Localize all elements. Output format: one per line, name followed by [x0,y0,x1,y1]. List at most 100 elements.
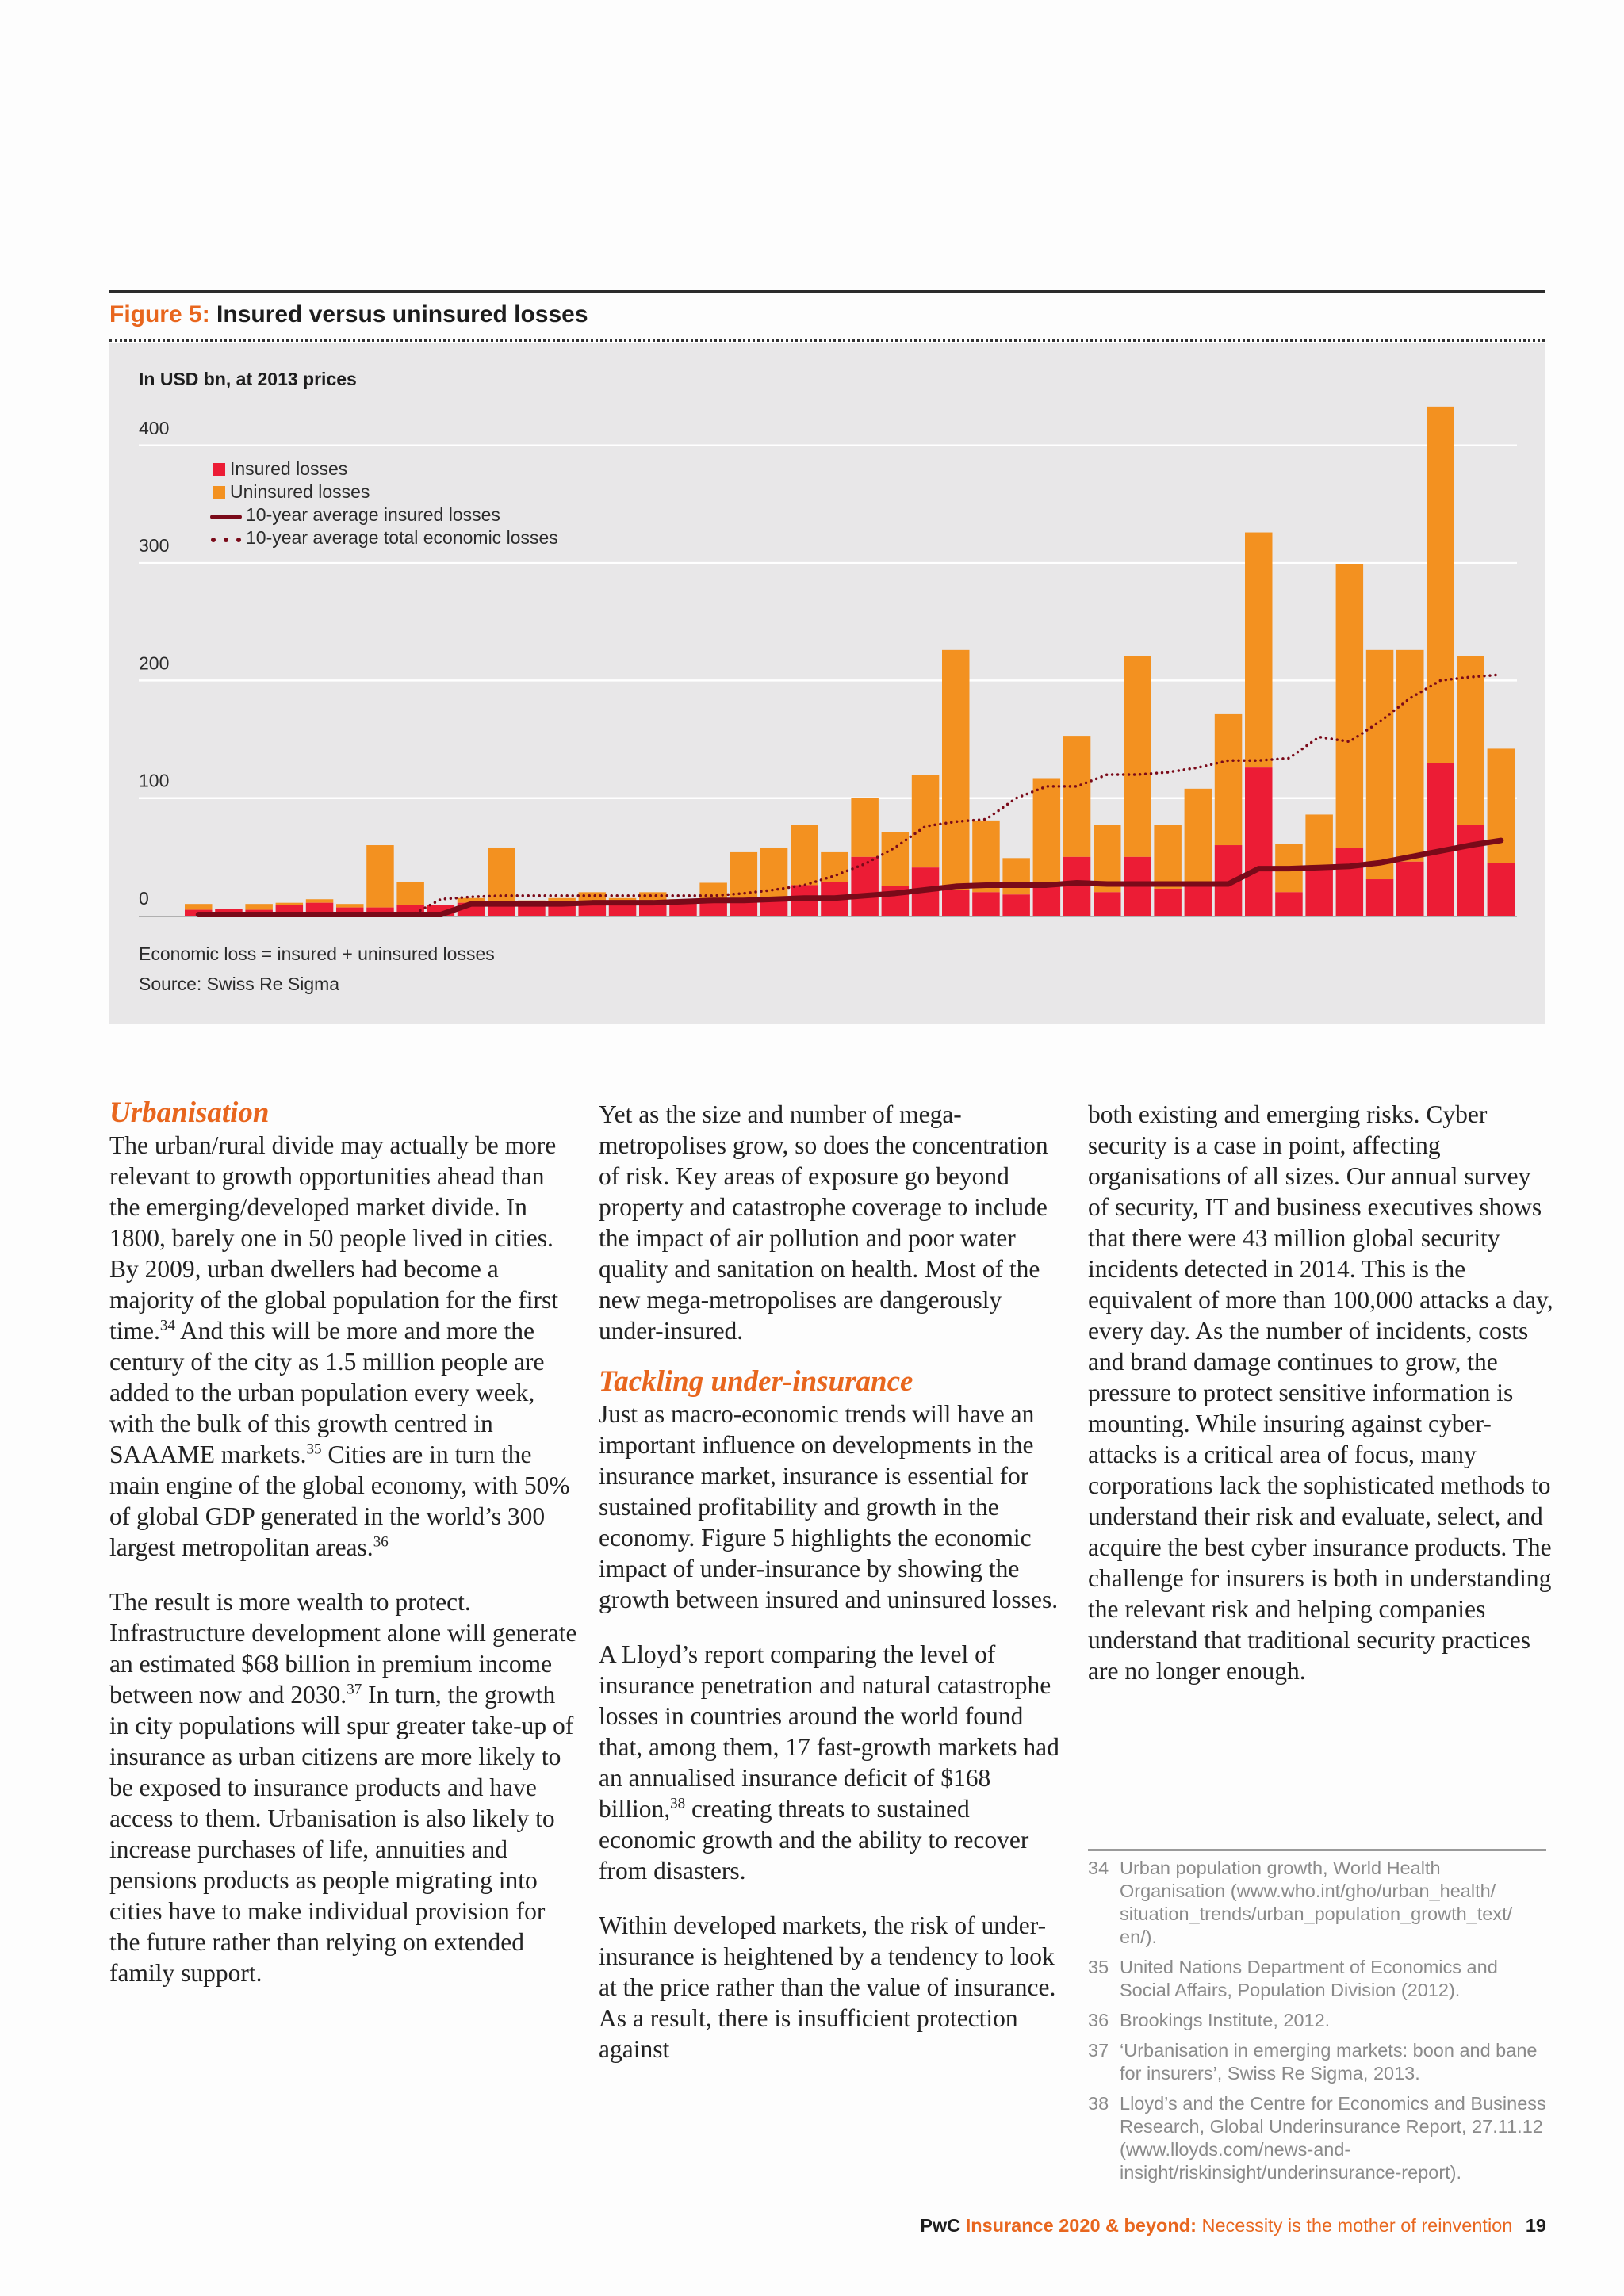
figure-number: Figure 5: [109,301,210,327]
bar-insured [1396,861,1424,916]
line-avg-total-losses [408,673,1503,917]
legend-avg-insured: 10-year average insured losses [246,504,500,525]
footnote: 35 United Nations Department of Economics… [1088,1956,1546,2002]
bar-insured [730,899,758,916]
text-column-3: both existing and emerging risks. Cyber … [1088,1099,1556,1710]
paragraph-text: Just as macro-economic trends will have … [599,1400,1059,1613]
footnote: 37 ‘Urbanisation in emerging markets: boo… [1088,2039,1546,2085]
paragraph: Yet as the size and number of mega-metro… [599,1099,1067,1346]
bar-uninsured [488,847,515,903]
footnote-number: 37 [1088,2040,1109,2061]
bar-uninsured [336,904,364,908]
bar-insured [1245,767,1273,916]
bar-uninsured [578,892,607,902]
bar-uninsured [791,825,818,886]
paragraph-text: And this will be more and more the centu… [109,1317,545,1468]
legend-uninsured: Uninsured losses [230,481,370,502]
bar-uninsured [1245,532,1273,768]
paragraph-text: creating threats to sustained economic g… [599,1795,1029,1885]
legend-insured: Insured losses [230,458,347,479]
bar-insured [1305,868,1333,916]
bar-uninsured [1124,656,1151,857]
bar-uninsured [760,847,788,898]
bar-uninsured [366,845,394,908]
legend-swatch-avg-total [211,538,241,542]
footnote-text: Urban population growth, World Health Or… [1120,1858,1513,1947]
paragraph: The urban/rural divide may actually be m… [109,1130,577,1563]
legend: Insured losses Uninsured losses 10-year … [210,458,558,548]
footnote-text: Lloyd’s and the Centre for Economics and… [1120,2093,1546,2183]
text-column-1: Urbanisation The urban/rural divide may … [109,1096,577,2012]
paragraph-text: The urban/rural divide may actually be m… [109,1131,559,1345]
bar-uninsured [548,897,576,903]
legend-swatch-insured [213,463,225,476]
footnote-ref: 36 [373,1533,389,1551]
bar-insured [1032,886,1061,916]
bar-insured [366,907,394,916]
footnote-ref: 37 [347,1681,362,1698]
bar-insured [1154,888,1182,916]
paragraph-text: A Lloyd’s report comparing the level of … [599,1640,1059,1823]
bar-uninsured [1063,736,1091,857]
gridlines: 0 100 200 300 400 [139,418,1517,917]
bar-insured [1457,825,1484,916]
legend-avg-total: 10-year average total economic losses [246,527,558,548]
bar-insured [1275,892,1303,916]
y-tick-label: 400 [139,418,169,438]
bar-uninsured [457,897,485,903]
bar-insured [336,907,364,916]
footnote-text: ‘Urbanisation in emerging markets: boon … [1120,2040,1538,2084]
footnote-number: 38 [1088,2093,1109,2114]
paragraph: Within developed markets, the risk of un… [599,1910,1067,2064]
section-heading-urbanisation: Urbanisation [109,1096,270,1129]
paragraph: A Lloyd’s report comparing the level of … [599,1639,1067,1886]
bar-uninsured [1396,649,1424,862]
chart-panel: In USD bn, at 2013 prices 0 100 200 300 400 … [109,343,1545,1024]
footer-title: Insurance 2020 & beyond: [965,2215,1197,2236]
footnote-text: Brookings Institute, 2012. [1120,2010,1331,2030]
average-lines [195,673,1504,918]
text-column-2: Yet as the size and number of mega-metro… [599,1099,1067,2088]
paragraph-text: Yet as the size and number of mega-metro… [599,1100,1048,1345]
bar-insured [760,897,788,916]
footnote: 34 Urban population growth, World Health … [1088,1857,1546,1949]
chart: In USD bn, at 2013 prices 0100200300400 … [139,369,1517,994]
bar-insured [1063,856,1091,916]
chart-unit-label: In USD bn, at 2013 prices [139,369,357,389]
bar-uninsured [275,902,304,905]
legend-swatch-uninsured [213,486,225,499]
bar-insured [1365,879,1394,916]
section-heading-tackling: Tackling under-insurance [599,1365,914,1398]
bar-uninsured [821,851,848,882]
page-number: 19 [1525,2215,1546,2236]
top-rule [109,290,1545,293]
paragraph-text: The result is more wealth to protect. In… [109,1588,577,1709]
figure-title: Figure 5: Insured versus uninsured losse… [109,301,588,328]
bar-insured [1487,863,1515,916]
bar-uninsured [942,649,970,890]
paragraph-text: Cities are in turn the main engine of th… [109,1441,570,1561]
chart-note: Economic loss = insured + uninsured loss… [139,943,495,964]
footnote-ref: 38 [670,1795,686,1812]
bar-uninsured [881,832,910,886]
bar-uninsured [1002,858,1030,895]
footer-subtitle: Necessity is the mother of reinvention [1201,2215,1513,2236]
footnotes: 34 Urban population growth, World Health … [1088,1857,1546,2191]
chart-source: Source: Swiss Re Sigma [139,974,339,994]
bar-uninsured [1335,564,1364,848]
footer-brand: PwC [920,2215,961,2236]
bar-insured [1335,847,1364,916]
bar-insured [1094,892,1121,916]
footnote: 36 Brookings Institute, 2012. [1088,2009,1546,2032]
bar-uninsured [1214,713,1243,846]
footnote-number: 36 [1088,2010,1109,2030]
bars [185,406,1515,916]
footnote-text: United Nations Department of Economics a… [1120,1957,1498,2000]
bar-uninsured [245,904,273,910]
bar-uninsured [608,897,637,902]
paragraph-text: Within developed markets, the risk of un… [599,1911,1056,2063]
bar-uninsured [1154,825,1182,889]
dotted-divider [109,339,1545,342]
bar-uninsured [305,899,334,903]
paragraph: The result is more wealth to protect. In… [109,1586,577,1988]
